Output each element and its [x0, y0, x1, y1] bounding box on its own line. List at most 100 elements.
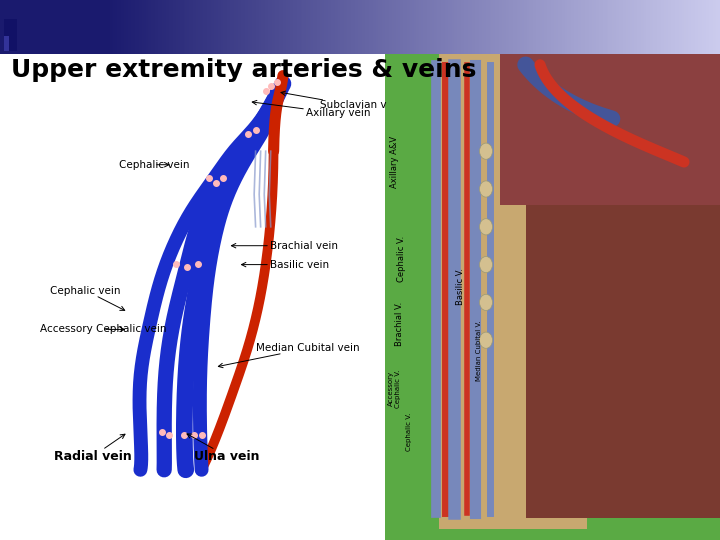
Bar [16, 0, 18, 54]
Bar [308, 0, 310, 54]
Bar [256, 0, 258, 54]
Bar [445, 0, 446, 54]
Bar [169, 0, 171, 54]
Bar [461, 0, 462, 54]
Bar [701, 0, 702, 54]
Ellipse shape [480, 143, 492, 159]
Bar [335, 0, 337, 54]
Bar [599, 0, 601, 54]
Bar [365, 0, 367, 54]
Bar [37, 0, 40, 54]
Bar [333, 0, 335, 54]
Bar [392, 0, 395, 54]
Bar [114, 0, 115, 54]
Bar [108, 0, 109, 54]
Bar [513, 0, 515, 54]
Bar [575, 0, 576, 54]
Bar [328, 0, 330, 54]
Bar [258, 0, 259, 54]
Bar [143, 0, 144, 54]
Bar [173, 0, 174, 54]
Bar [27, 0, 29, 54]
Bar [423, 0, 425, 54]
Bar [464, 0, 467, 54]
Bar [475, 0, 477, 54]
Bar [452, 0, 454, 54]
Bar [359, 0, 360, 54]
Bar [382, 0, 383, 54]
Text: Subclavian v: Subclavian v [281, 91, 387, 110]
Bar [76, 0, 78, 54]
Bar [209, 0, 210, 54]
Bar [433, 0, 436, 54]
Bar [544, 0, 546, 54]
Bar [292, 0, 294, 54]
Bar [13, 0, 14, 54]
Bar [677, 0, 678, 54]
Bar [306, 0, 308, 54]
Bar [690, 0, 691, 54]
Bar [405, 0, 407, 54]
Bar [338, 0, 340, 54]
Bar [601, 0, 603, 54]
Bar [702, 0, 703, 54]
Bar [184, 0, 186, 54]
Text: Axillary A&V: Axillary A&V [390, 136, 399, 188]
Bar [540, 0, 541, 54]
Bar [54, 0, 56, 54]
Bar [132, 0, 133, 54]
Bar [611, 0, 612, 54]
Bar [504, 0, 505, 54]
Bar [101, 0, 103, 54]
Bar [194, 0, 196, 54]
Bar [83, 0, 85, 54]
Bar [428, 54, 587, 529]
Ellipse shape [480, 219, 492, 235]
Bar [500, 0, 502, 54]
Text: Accessory Cephalic vein: Accessory Cephalic vein [40, 325, 166, 334]
Bar [207, 0, 209, 54]
Bar [302, 0, 304, 54]
Bar [181, 0, 184, 54]
Bar [558, 0, 560, 54]
Bar [400, 0, 402, 54]
Bar [14, 0, 16, 54]
Bar [706, 0, 707, 54]
Bar [22, 0, 23, 54]
Bar [89, 0, 90, 54]
Bar [659, 0, 661, 54]
Bar [421, 0, 423, 54]
Bar [49, 0, 50, 54]
Bar [180, 0, 181, 54]
Bar [541, 0, 544, 54]
Bar [684, 0, 685, 54]
Bar [304, 0, 306, 54]
Bar [4, 0, 6, 54]
Bar [216, 0, 218, 54]
Bar [164, 0, 166, 54]
Bar [527, 0, 529, 54]
Bar [346, 0, 347, 54]
Ellipse shape [480, 181, 492, 197]
Bar [510, 0, 511, 54]
Bar [551, 0, 552, 54]
Text: Cephalic vein: Cephalic vein [119, 160, 189, 170]
Bar [484, 0, 486, 54]
Bar [709, 0, 711, 54]
Bar [486, 0, 488, 54]
Bar [647, 0, 648, 54]
Bar [695, 0, 696, 54]
Bar [589, 0, 590, 54]
Bar [643, 0, 644, 54]
Bar [369, 0, 371, 54]
Bar [361, 0, 364, 54]
Bar [495, 0, 497, 54]
Bar [719, 0, 720, 54]
Bar [608, 0, 610, 54]
Bar [569, 0, 571, 54]
Bar [238, 0, 240, 54]
Bar [713, 0, 714, 54]
Bar [517, 0, 518, 54]
Bar [252, 0, 253, 54]
Bar [174, 0, 176, 54]
